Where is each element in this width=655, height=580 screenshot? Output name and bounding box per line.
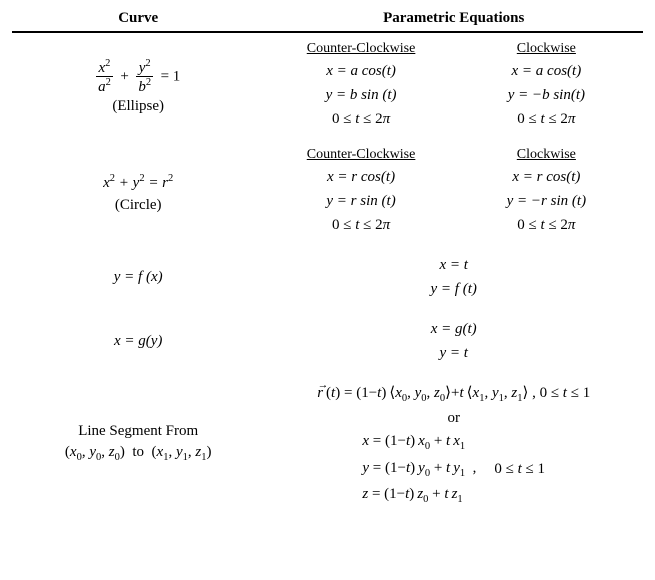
ellipse-cw-y: y = −b sin(t) [454, 83, 639, 107]
line-vector-form: r (t) = (1−t) ⟨x0, y0, z0⟩+t ⟨x1, y1, z1… [268, 381, 639, 408]
yfx-y: y = f (t) [268, 277, 639, 301]
header-curve: Curve [12, 8, 264, 32]
circle-ccw-x: x = r cos(t) [268, 165, 453, 189]
row-yfx: y = f (x) x = t y = f (t) [12, 245, 643, 309]
ellipse-cw-range: 0 ≤ t ≤ 2π [454, 107, 639, 131]
yfx-x: x = t [268, 253, 639, 277]
circle-cw-x: x = r cos(t) [454, 165, 639, 189]
circle-cw-y: y = −r sin (t) [454, 189, 639, 213]
circle-cw-range: 0 ≤ t ≤ 2π [454, 213, 639, 237]
ellipse-cw-x: x = a cos(t) [454, 59, 639, 83]
line-z-form: z = (1−t) z0 + t z1 [362, 482, 476, 509]
line-label-a: Line Segment From [16, 423, 260, 440]
circle-ccw-label: Counter-Clockwise [268, 147, 453, 163]
line-y-form: y = (1−t) y0 + t y1 , [362, 456, 476, 483]
line-points: (x0, y0, z0) to (x1, y1, z1) [16, 440, 260, 467]
line-range2: 0 ≤ t ≤ 1 [494, 457, 545, 481]
ellipse-equation: x2a2 + y2b2 = 1 [16, 58, 260, 96]
row-line-segment: Line Segment From (x0, y0, z0) to (x1, y… [12, 373, 643, 517]
ellipse-ccw-label: Counter-Clockwise [268, 41, 453, 57]
circle-equation: x2 + y2 = r2 [16, 171, 260, 195]
circle-ccw-y: y = r sin (t) [268, 189, 453, 213]
header-param: Parametric Equations [264, 8, 643, 32]
row-circle: x2 + y2 = r2 (Circle) Counter-Clockwise … [12, 139, 643, 245]
xgy-curve: x = g(y) [16, 329, 260, 353]
ellipse-name: (Ellipse) [16, 98, 260, 115]
ellipse-ccw-y: y = b sin (t) [268, 83, 453, 107]
yfx-curve: y = f (x) [16, 265, 260, 289]
circle-ccw-range: 0 ≤ t ≤ 2π [268, 213, 453, 237]
row-ellipse: x2a2 + y2b2 = 1 (Ellipse) Counter-Clockw… [12, 32, 643, 139]
circle-name: (Circle) [16, 197, 260, 214]
line-x-form: x = (1−t) x0 + t x1 [362, 429, 476, 456]
ellipse-cw-label: Clockwise [454, 41, 639, 57]
ellipse-ccw-range: 0 ≤ t ≤ 2π [268, 107, 453, 131]
ellipse-ccw-x: x = a cos(t) [268, 59, 453, 83]
circle-cw-label: Clockwise [454, 147, 639, 163]
line-or: or [268, 410, 639, 427]
row-xgy: x = g(y) x = g(t) y = t [12, 309, 643, 373]
xgy-y: y = t [268, 341, 639, 365]
parametric-table: Curve Parametric Equations x2a2 + y2b2 =… [12, 8, 643, 517]
xgy-x: x = g(t) [268, 317, 639, 341]
line-label-to: to [132, 444, 144, 460]
